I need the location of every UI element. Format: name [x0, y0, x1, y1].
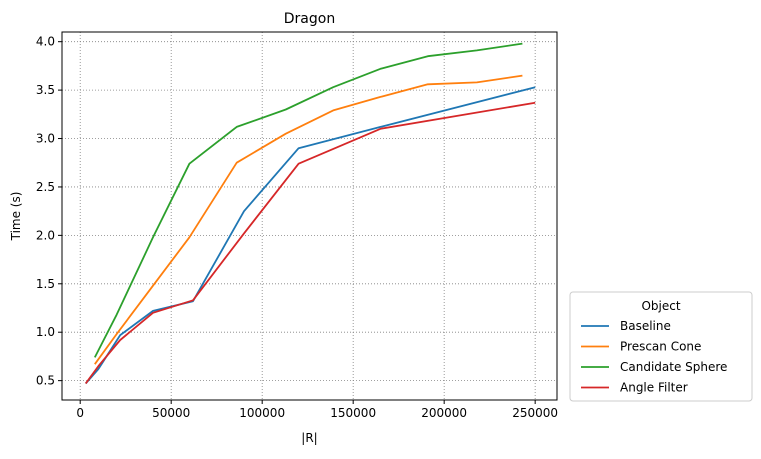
legend-title: Object — [641, 299, 680, 313]
plot-frame — [61, 31, 558, 401]
y-tick-label: 2.5 — [36, 180, 55, 194]
y-tick-label: 3.0 — [36, 132, 55, 146]
legend-box — [569, 291, 753, 402]
series-line-candidate-sphere — [93, 42, 523, 358]
y-tick-label: 4.0 — [36, 35, 55, 49]
y-tick-label: 1.5 — [36, 277, 55, 291]
legend-label: Angle Filter — [620, 381, 688, 395]
x-tick-label: 50000 — [152, 406, 190, 420]
series-lines — [84, 42, 536, 385]
x-tick-label: 150000 — [330, 406, 376, 420]
x-tick-label: 0 — [76, 406, 84, 420]
legend: Object Baseline Prescan Cone Candidate Sph… — [569, 291, 753, 402]
y-tick-label: 0.5 — [36, 374, 55, 388]
x-axis-label: |R| — [301, 431, 317, 445]
legend-label: Prescan Cone — [620, 340, 701, 354]
grid — [62, 32, 557, 400]
chart-title: Dragon — [284, 11, 335, 27]
legend-entries: Baseline Prescan Cone Candidate Sphere Angl… — [581, 319, 727, 395]
y-tick-label: 2.0 — [36, 228, 55, 242]
x-tick-label: 250000 — [512, 406, 558, 420]
series-line-prescan-cone — [94, 74, 523, 365]
y-tick-label: 3.5 — [36, 83, 55, 97]
y-tick-label: 1.0 — [36, 325, 55, 339]
legend-label: Baseline — [620, 319, 671, 333]
legend-label: Candidate Sphere — [620, 360, 727, 374]
x-tick-label: 200000 — [421, 406, 467, 420]
x-tick-label: 100000 — [239, 406, 285, 420]
ticks: 0 50000 100000 150000 200000 250000 0.5 1.0 1.5 2… — [36, 35, 558, 420]
y-axis-label: Time (s) — [9, 192, 23, 242]
series-line-angle-filter — [84, 101, 536, 385]
